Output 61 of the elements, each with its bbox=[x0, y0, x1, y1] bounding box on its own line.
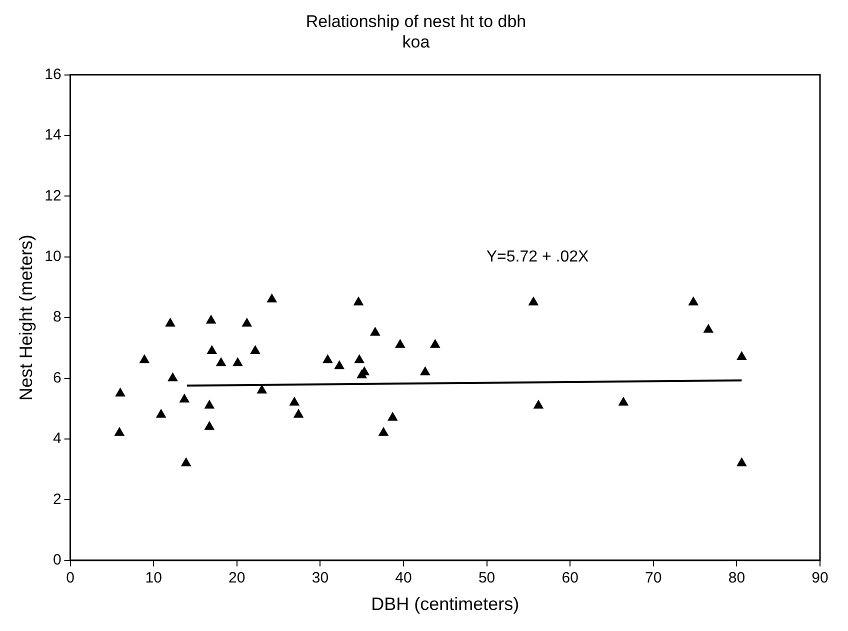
point bbox=[354, 296, 364, 306]
point bbox=[704, 324, 714, 333]
y-tick-label: 16 bbox=[44, 66, 62, 83]
point bbox=[140, 354, 150, 364]
point bbox=[204, 400, 214, 409]
point bbox=[267, 294, 277, 302]
y-tick-label: 8 bbox=[52, 308, 62, 326]
point bbox=[294, 409, 304, 418]
point bbox=[354, 354, 364, 364]
point bbox=[165, 318, 176, 327]
point bbox=[156, 409, 166, 418]
y-axis-title: Nest Height (meters) bbox=[16, 234, 36, 401]
x-tick-label: 10 bbox=[145, 570, 162, 587]
point bbox=[322, 354, 333, 364]
point bbox=[180, 394, 190, 403]
point bbox=[618, 397, 628, 406]
point bbox=[242, 318, 252, 327]
point bbox=[115, 388, 126, 396]
x-tick-label: 80 bbox=[728, 570, 746, 587]
chart-title: Relationship of nest ht to dbh bbox=[306, 12, 526, 31]
point bbox=[181, 458, 191, 466]
y-tick-label: 14 bbox=[44, 126, 62, 144]
y-tick-label: 2 bbox=[52, 490, 62, 508]
x-tick-label: 60 bbox=[562, 570, 578, 587]
point bbox=[395, 339, 405, 348]
point bbox=[250, 345, 260, 354]
point bbox=[736, 458, 747, 466]
y-tick-label: 4 bbox=[52, 430, 62, 448]
point bbox=[736, 352, 747, 360]
point bbox=[232, 358, 243, 366]
x-tick-label: 20 bbox=[228, 570, 246, 587]
point bbox=[207, 345, 217, 354]
y-tick-label: 0 bbox=[52, 552, 62, 569]
point bbox=[528, 296, 538, 306]
y-tick-label: 10 bbox=[44, 248, 62, 266]
point bbox=[206, 315, 216, 324]
point bbox=[534, 400, 544, 409]
point bbox=[204, 421, 214, 430]
point bbox=[257, 384, 267, 394]
chart-subtitle: koa bbox=[402, 32, 430, 52]
point bbox=[388, 412, 398, 421]
y-tick-label: 6 bbox=[52, 369, 62, 386]
x-tick-label: 0 bbox=[66, 570, 74, 587]
x-axis-title: DBH (centimeters) bbox=[371, 594, 520, 614]
point bbox=[290, 397, 300, 406]
annotation: Y=5.72 + .02X bbox=[486, 248, 590, 266]
y-tick-label: 12 bbox=[44, 187, 62, 204]
x-tick-label: 70 bbox=[645, 570, 662, 587]
x-tick-label: 90 bbox=[812, 570, 828, 587]
x-tick-label: 50 bbox=[478, 570, 496, 587]
point bbox=[378, 427, 388, 436]
point bbox=[168, 372, 178, 382]
x-tick-label: 40 bbox=[395, 570, 412, 587]
point bbox=[370, 327, 380, 336]
point bbox=[114, 427, 124, 436]
point bbox=[430, 339, 440, 348]
point bbox=[688, 296, 698, 306]
point bbox=[334, 360, 344, 370]
x-tick-label: 30 bbox=[312, 570, 329, 587]
point bbox=[216, 358, 226, 366]
point bbox=[420, 366, 430, 376]
